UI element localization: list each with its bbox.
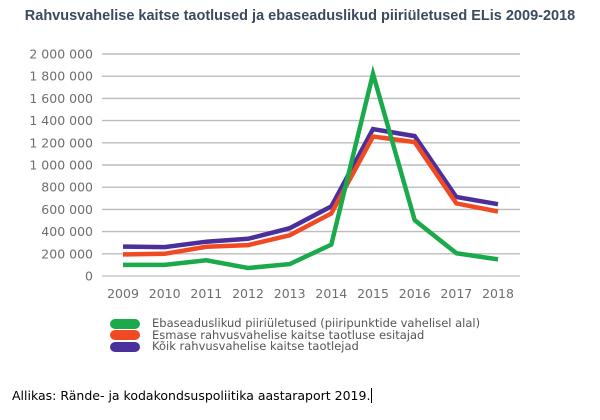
x-tick-label: 2010 (149, 286, 181, 301)
legend-label: Esmase rahvusvahelise kaitse taotluse es… (152, 327, 425, 342)
y-tick-label: 0 (85, 269, 93, 284)
series-line-first-time-applicants (122, 134, 499, 257)
y-tick-label: 1 000 000 (29, 158, 93, 173)
y-tick-label: 400 000 (41, 224, 93, 239)
y-tick-label: 2 000 000 (29, 47, 93, 62)
x-tick-label: 2014 (315, 286, 347, 301)
source-text: Allikas: Rände- ja kodakondsuspoliitika … (12, 388, 371, 403)
chart-title: Rahvusvahelise kaitse taotlused ja ebase… (24, 8, 576, 24)
y-tick-label: 1 600 000 (29, 91, 93, 106)
y-tick-label: 1 200 000 (29, 135, 93, 150)
series-lines (122, 64, 499, 271)
x-tick-label: 2012 (232, 286, 264, 301)
legend-swatch (110, 318, 140, 329)
legend-item-irregular-crossings: Ebaseaduslikud piiriületused (piiripunkt… (110, 316, 481, 330)
y-axis-ticks: 0 200 000 400 000 600 000 800 000 1 000 000 1 … (29, 47, 93, 284)
text-cursor (371, 388, 373, 403)
source-note[interactable]: Allikas: Rände- ja kodakondsuspoliitika … (12, 388, 373, 403)
legend-swatch (110, 341, 140, 352)
legend-swatch (110, 330, 140, 341)
x-tick-label: 2015 (357, 286, 389, 301)
gridlines (102, 53, 520, 277)
y-tick-label: 600 000 (41, 202, 93, 217)
series-line-irregular-crossings (123, 64, 499, 271)
series-line-all-applicants (122, 126, 499, 250)
x-tick-label: 2018 (482, 286, 514, 301)
x-tick-label: 2017 (440, 286, 472, 301)
x-tick-label: 2016 (399, 286, 431, 301)
x-axis-ticks: 2009 2010 2011 2012 2013 2014 2015 2016 2017 2018 (107, 286, 514, 301)
y-tick-label: 800 000 (41, 180, 93, 195)
y-tick-label: 1 800 000 (29, 69, 93, 84)
legend-item-first-time-applicants: Esmase rahvusvahelise kaitse taotluse es… (110, 327, 480, 342)
y-tick-label: 200 000 (41, 246, 93, 261)
x-tick-label: 2011 (190, 286, 222, 301)
y-tick-label: 1 400 000 (29, 113, 93, 128)
x-tick-label: 2009 (107, 286, 139, 301)
legend-item-all-applicants: Kõik rahvusvahelise kaitse taotlejad (110, 339, 480, 353)
legend-label: Kõik rahvusvahelise kaitse taotlejad (152, 339, 359, 353)
legend-label: Ebaseaduslikud piiriületused (piiripunkt… (152, 316, 481, 330)
legend: Ebaseaduslikud piiriületused (piiripunkt… (110, 316, 481, 353)
x-tick-label: 2013 (274, 286, 306, 301)
